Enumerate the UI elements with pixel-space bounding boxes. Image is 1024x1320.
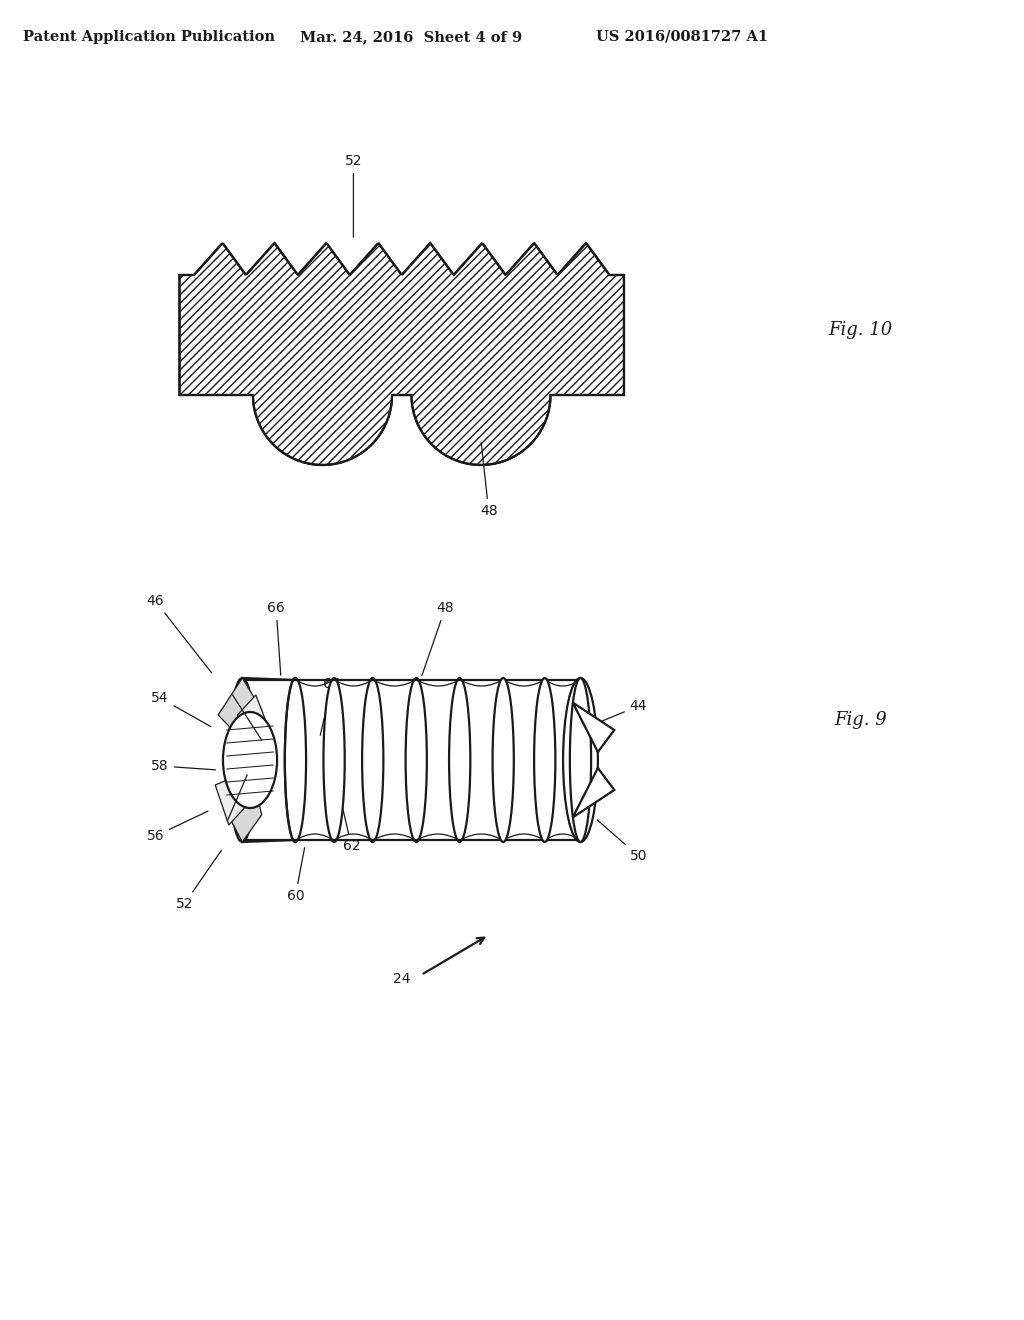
Ellipse shape xyxy=(563,678,598,842)
Polygon shape xyxy=(572,768,614,817)
Text: 64: 64 xyxy=(321,677,341,735)
Ellipse shape xyxy=(223,711,278,808)
Text: 62: 62 xyxy=(340,795,360,853)
Text: 66: 66 xyxy=(267,601,285,676)
Text: 52: 52 xyxy=(345,154,362,238)
Text: 48: 48 xyxy=(422,601,454,676)
Polygon shape xyxy=(223,770,261,842)
Polygon shape xyxy=(238,696,271,750)
Text: Fig. 9: Fig. 9 xyxy=(835,711,887,729)
Text: 56: 56 xyxy=(146,812,208,843)
Polygon shape xyxy=(572,702,614,752)
Polygon shape xyxy=(179,243,624,465)
Polygon shape xyxy=(218,678,261,744)
Ellipse shape xyxy=(535,678,555,842)
Ellipse shape xyxy=(450,678,470,842)
Text: 48: 48 xyxy=(480,442,498,517)
Ellipse shape xyxy=(493,678,514,842)
Text: Patent Application Publication: Patent Application Publication xyxy=(23,30,274,44)
Ellipse shape xyxy=(406,678,427,842)
Text: 46: 46 xyxy=(146,594,212,673)
Ellipse shape xyxy=(285,678,306,842)
Text: 60: 60 xyxy=(287,847,304,903)
Text: 58: 58 xyxy=(152,759,215,774)
Ellipse shape xyxy=(362,678,383,842)
Ellipse shape xyxy=(228,678,256,842)
Polygon shape xyxy=(247,678,598,842)
Ellipse shape xyxy=(570,678,591,842)
Polygon shape xyxy=(215,770,250,825)
Text: 24: 24 xyxy=(393,972,411,986)
Text: 54: 54 xyxy=(152,690,211,726)
Text: US 2016/0081727 A1: US 2016/0081727 A1 xyxy=(596,30,768,44)
Text: Mar. 24, 2016  Sheet 4 of 9: Mar. 24, 2016 Sheet 4 of 9 xyxy=(300,30,522,44)
Text: Fig. 10: Fig. 10 xyxy=(828,321,893,339)
Text: 52: 52 xyxy=(175,850,221,911)
Text: 50: 50 xyxy=(597,820,647,863)
Text: 44: 44 xyxy=(583,700,647,729)
Ellipse shape xyxy=(324,678,345,842)
